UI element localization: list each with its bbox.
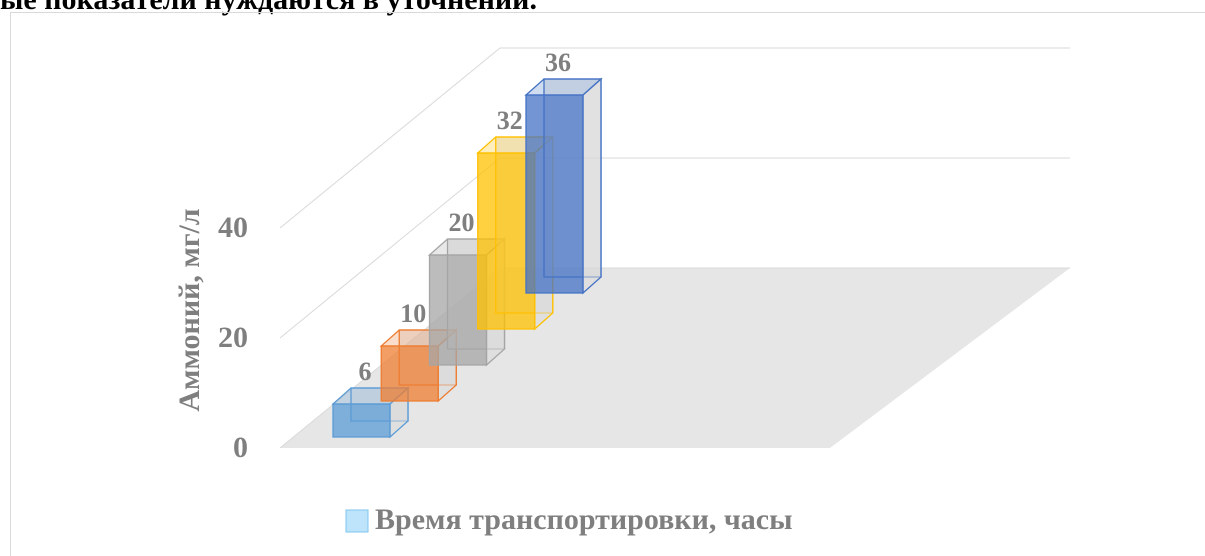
bar-face — [525, 94, 584, 294]
legend-label: Время транспортировки, часы — [375, 503, 793, 536]
y-tick-label: 20 — [218, 321, 248, 354]
chart-frame — [10, 12, 1205, 556]
heading-text: ые показатели нуждаются в уточнении. — [0, 0, 537, 16]
y-tick-label: 0 — [233, 431, 248, 464]
y-axis-label: Аммоний, мг/л — [173, 208, 206, 411]
grid-line — [279, 47, 1070, 229]
bar — [524, 77, 603, 295]
bar-face — [582, 77, 602, 295]
legend-swatch — [345, 509, 369, 533]
data-label: 6 — [359, 357, 372, 386]
data-label: 20 — [449, 208, 475, 237]
data-label: 32 — [497, 106, 523, 135]
y-tick-label: 40 — [218, 211, 248, 244]
data-label: 10 — [400, 299, 426, 328]
data-label: 36 — [545, 48, 571, 77]
bar-face — [332, 403, 391, 438]
